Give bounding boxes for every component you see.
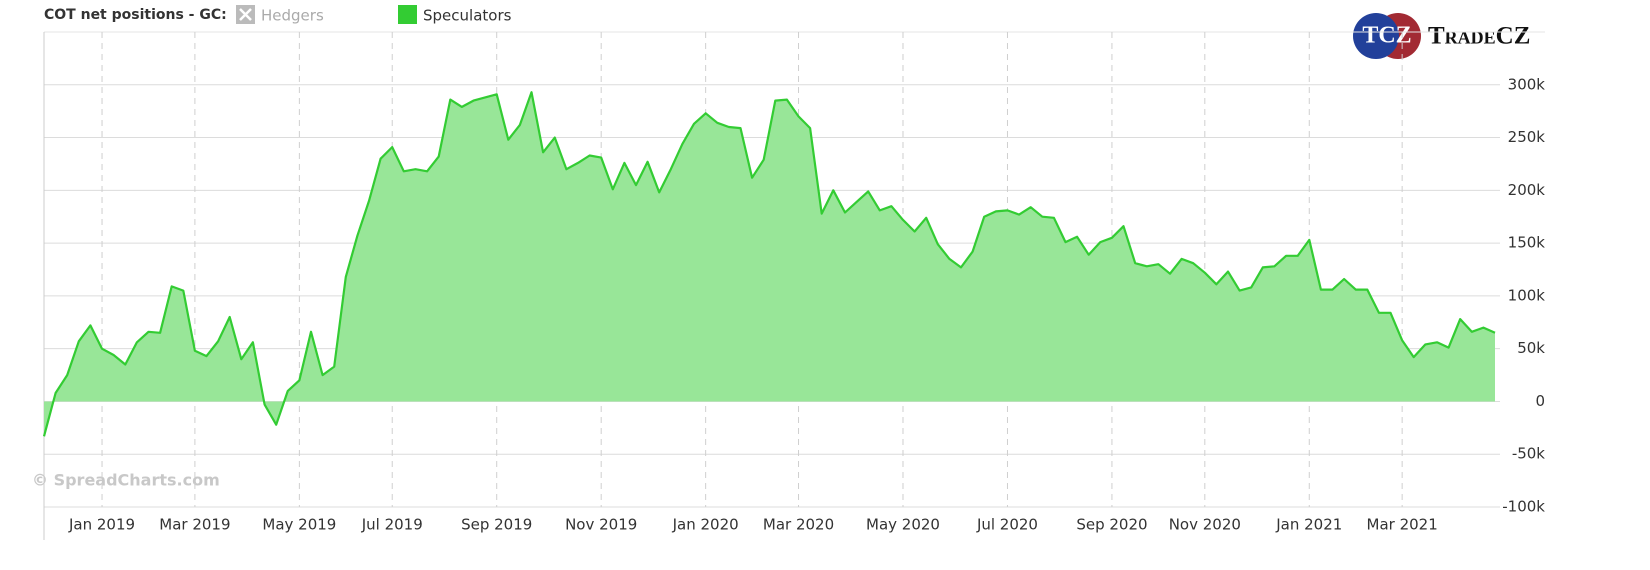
y-tick-label: 100k [1508, 286, 1546, 304]
y-tick-label: 300k [1508, 75, 1546, 93]
y-tick-label: -100k [1502, 498, 1545, 516]
logo-circle [1353, 13, 1399, 59]
legend-label: Speculators [423, 7, 512, 25]
x-tick-label: Sep 2019 [461, 516, 532, 534]
legend: Hedgers Speculators [236, 5, 512, 25]
logo-name: TradeCZ [1428, 23, 1530, 50]
y-tick-label: 0 [1535, 392, 1545, 410]
x-tick-label: Nov 2020 [1169, 516, 1241, 534]
x-tick-label: Jan 2021 [1275, 516, 1342, 534]
logo-badge: TCZ [1362, 23, 1411, 49]
logo: TCZ TradeCZ [1353, 13, 1530, 59]
x-tick-label: Nov 2019 [565, 516, 637, 534]
y-tick-label: 200k [1508, 181, 1546, 199]
line [42, 91, 1496, 437]
x-tick-label: Jan 2020 [672, 516, 739, 534]
x-tick-label: May 2020 [866, 516, 940, 534]
x-tick-label: May 2019 [262, 516, 336, 534]
x-tick-label: Mar 2021 [1367, 516, 1438, 534]
chart-title: COT net positions - GC: [44, 7, 227, 23]
legend-swatch [398, 5, 417, 24]
legend-hidden-icon [239, 8, 252, 21]
legend-label: Hedgers [261, 7, 324, 25]
x-tick-label: Jan 2019 [68, 516, 135, 534]
area [44, 92, 1495, 437]
x-tick-label: Mar 2019 [159, 516, 230, 534]
x-tick-label: Jul 2020 [976, 516, 1038, 534]
x-tick-label: Jul 2019 [361, 516, 423, 534]
y-tick-label: -50k [1512, 445, 1545, 463]
x-tick-label: Sep 2020 [1076, 516, 1147, 534]
y-tick-label: 50k [1517, 339, 1545, 357]
y-tick-label: 250k [1508, 128, 1546, 146]
x-tick-label: Mar 2020 [763, 516, 834, 534]
watermark: © SpreadCharts.com [32, 471, 220, 490]
y-tick-label: 150k [1508, 234, 1546, 252]
